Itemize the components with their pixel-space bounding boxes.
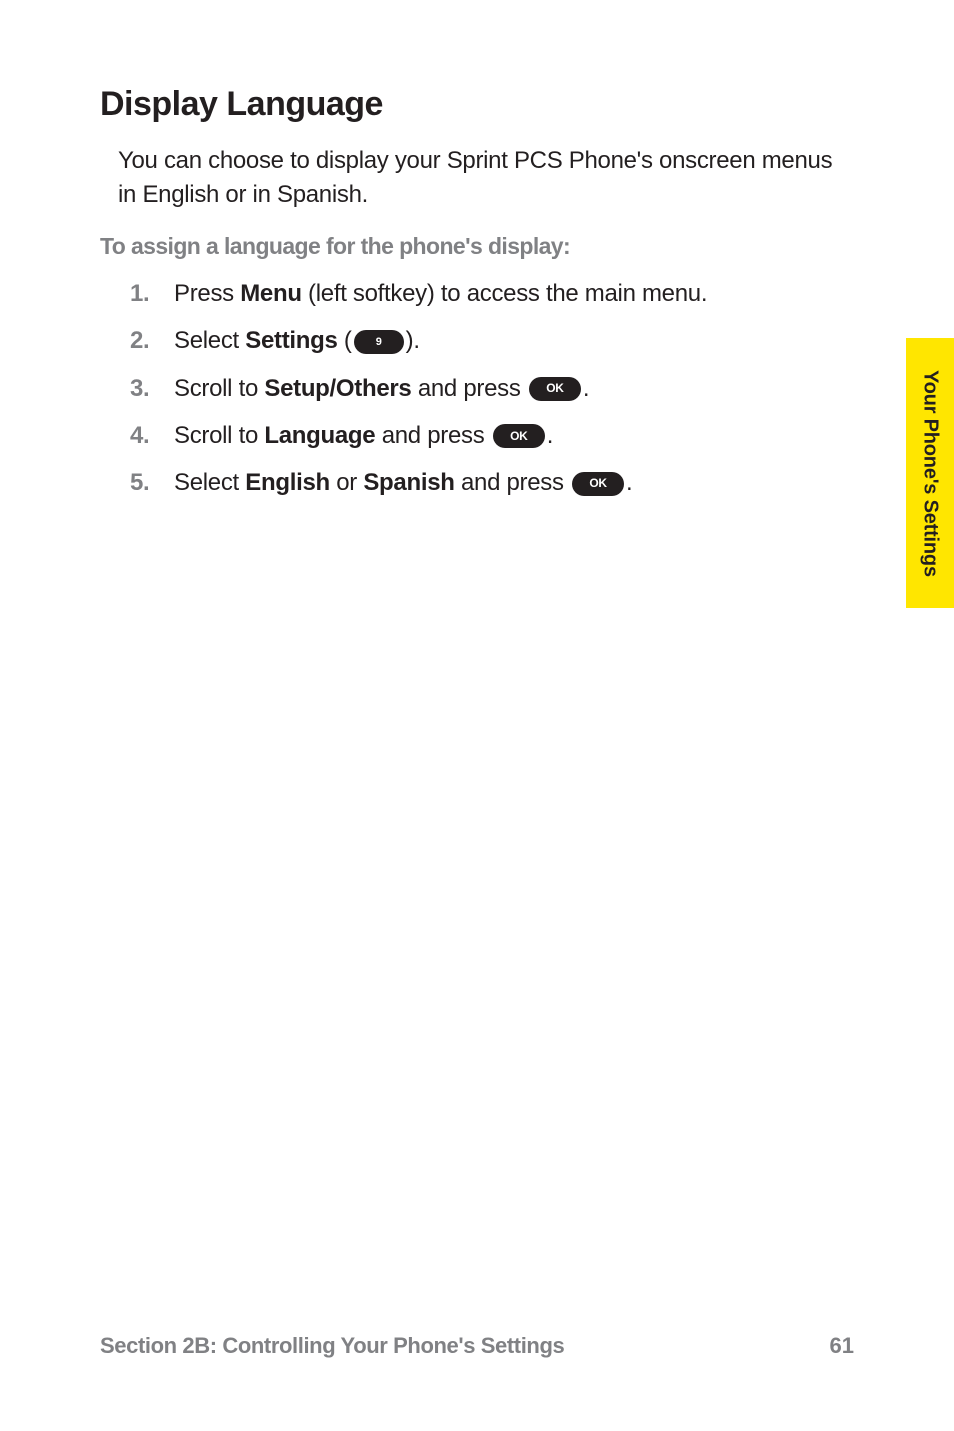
step-item: 3.Scroll to Setup/Others and press OK.	[130, 373, 854, 404]
section-tab: Your Phone's Settings	[906, 338, 954, 608]
page-number: 61	[830, 1333, 854, 1359]
ok-key-icon: OK	[572, 472, 624, 496]
step-text: Select Settings (9).	[174, 325, 420, 356]
step-text: Scroll to Language and press OK.	[174, 420, 553, 451]
step-number: 1.	[130, 278, 174, 309]
ok-key-icon: OK	[493, 424, 545, 448]
subheading: To assign a language for the phone's dis…	[100, 233, 854, 260]
step-text: Scroll to Setup/Others and press OK.	[174, 373, 589, 404]
intro-text: You can choose to display your Sprint PC…	[118, 144, 854, 211]
number-key-icon: 9	[354, 330, 404, 354]
steps-list: 1.Press Menu (left softkey) to access th…	[130, 278, 854, 498]
step-item: 5.Select English or Spanish and press OK…	[130, 467, 854, 498]
step-text: Press Menu (left softkey) to access the …	[174, 278, 707, 309]
step-number: 2.	[130, 325, 174, 356]
step-number: 4.	[130, 420, 174, 451]
step-number: 3.	[130, 373, 174, 404]
footer-section-title: Section 2B: Controlling Your Phone's Set…	[100, 1333, 564, 1359]
step-item: 4.Scroll to Language and press OK.	[130, 420, 854, 451]
section-tab-label: Your Phone's Settings	[919, 370, 942, 577]
step-text: Select English or Spanish and press OK.	[174, 467, 632, 498]
step-item: 2.Select Settings (9).	[130, 325, 854, 356]
page-footer: Section 2B: Controlling Your Phone's Set…	[100, 1333, 854, 1359]
step-item: 1.Press Menu (left softkey) to access th…	[130, 278, 854, 309]
step-number: 5.	[130, 467, 174, 498]
ok-key-icon: OK	[529, 377, 581, 401]
page-heading: Display Language	[100, 85, 854, 124]
